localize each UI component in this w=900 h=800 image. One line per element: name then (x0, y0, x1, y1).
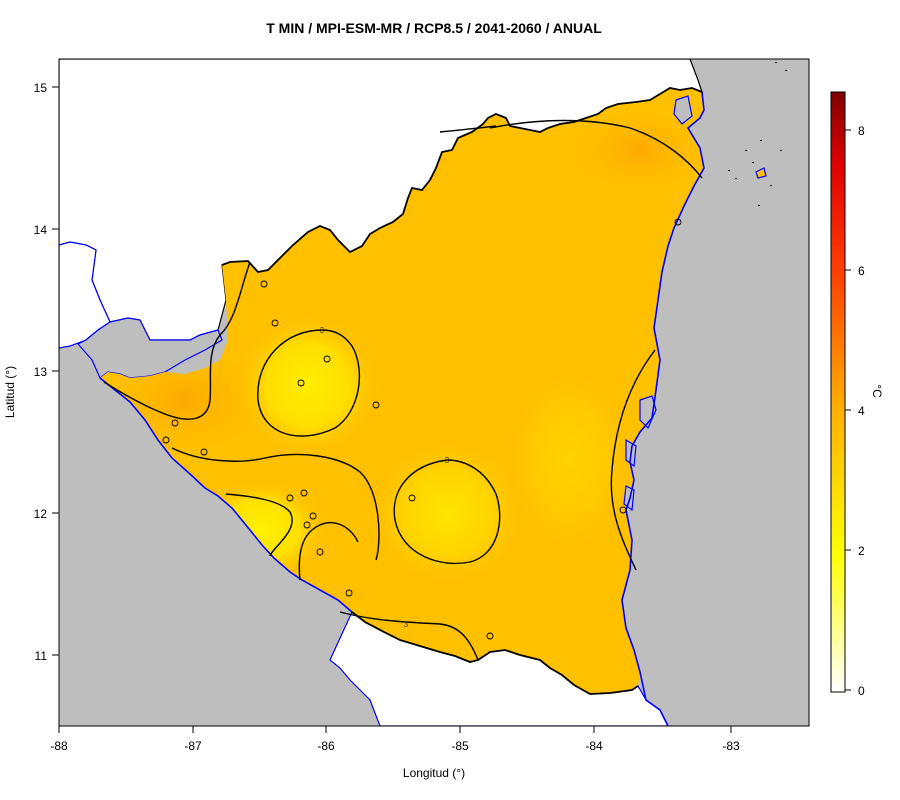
station-marker (171, 419, 179, 427)
contour-northeast (489, 119, 703, 179)
contour-label-1: 3 (320, 326, 325, 335)
station-marker (316, 548, 324, 556)
y-tick-label: 11 (35, 649, 48, 663)
colorbar-tick-label: 8 (858, 124, 865, 138)
station-marker (408, 494, 416, 502)
cays (728, 62, 787, 206)
y-tick-label: 15 (34, 81, 48, 95)
contour-north-edge (439, 125, 497, 133)
contour-pacific-cool (225, 493, 293, 557)
x-tick-label: -87 (184, 739, 202, 753)
station-marker (200, 448, 208, 456)
x-tick-label: -86 (317, 739, 335, 753)
x-axis (58, 725, 732, 733)
contour-label-2: 3 (445, 456, 450, 465)
colorbar-tick-label: 4 (858, 404, 865, 418)
y-axis (52, 86, 60, 656)
corn-island (755, 167, 767, 179)
contour-middle-band (171, 447, 380, 561)
station-marker (619, 506, 627, 514)
station-marker (260, 280, 268, 288)
x-tick-label: -83 (722, 739, 740, 753)
x-axis-label: Longitud (°) (402, 766, 466, 780)
contour-lines (103, 119, 703, 661)
map-title: T MIN / MPI-ESM-MR / RCP8.5 / 2041-2060 … (266, 20, 602, 36)
station-marker (303, 521, 311, 529)
north-border (221, 87, 703, 273)
colorbar-tick-label: 6 (858, 264, 865, 278)
south-border (351, 611, 639, 695)
caribbean-lagoon-4 (673, 95, 693, 125)
colorbar-tick-label: 2 (858, 544, 865, 558)
station-marker (372, 401, 380, 409)
contour-label-3: 3 (404, 620, 409, 629)
neighbor-land-nw (59, 241, 111, 349)
contour-upper-center (257, 329, 360, 437)
colorbar-ticks (845, 129, 851, 691)
colorbar-tick-label: 0 (858, 684, 865, 698)
y-tick-label: 12 (34, 507, 48, 521)
x-tick-label: -88 (50, 739, 68, 753)
contour-upper-west (103, 261, 251, 420)
x-tick-label: -84 (585, 739, 603, 753)
y-tick-label: 14 (34, 223, 48, 237)
contour-pacific-south (298, 521, 359, 581)
station-marker (309, 512, 317, 520)
colorbar (830, 91, 846, 693)
weather-stations (162, 218, 682, 640)
station-marker (486, 632, 494, 640)
station-marker (162, 436, 170, 444)
contour-caribbean-south (610, 349, 656, 571)
y-tick-label: 13 (34, 365, 48, 379)
station-marker (297, 379, 305, 387)
contour-center-east (393, 459, 501, 565)
contour-south-east (339, 611, 479, 661)
caribbean-coastline (621, 91, 705, 726)
station-marker (286, 494, 294, 502)
station-marker (345, 589, 353, 597)
pacific-coastline (99, 377, 353, 613)
x-tick-label: -85 (451, 739, 469, 753)
station-marker (323, 355, 331, 363)
station-marker (271, 319, 279, 327)
station-marker (674, 218, 682, 226)
station-marker (300, 489, 308, 497)
